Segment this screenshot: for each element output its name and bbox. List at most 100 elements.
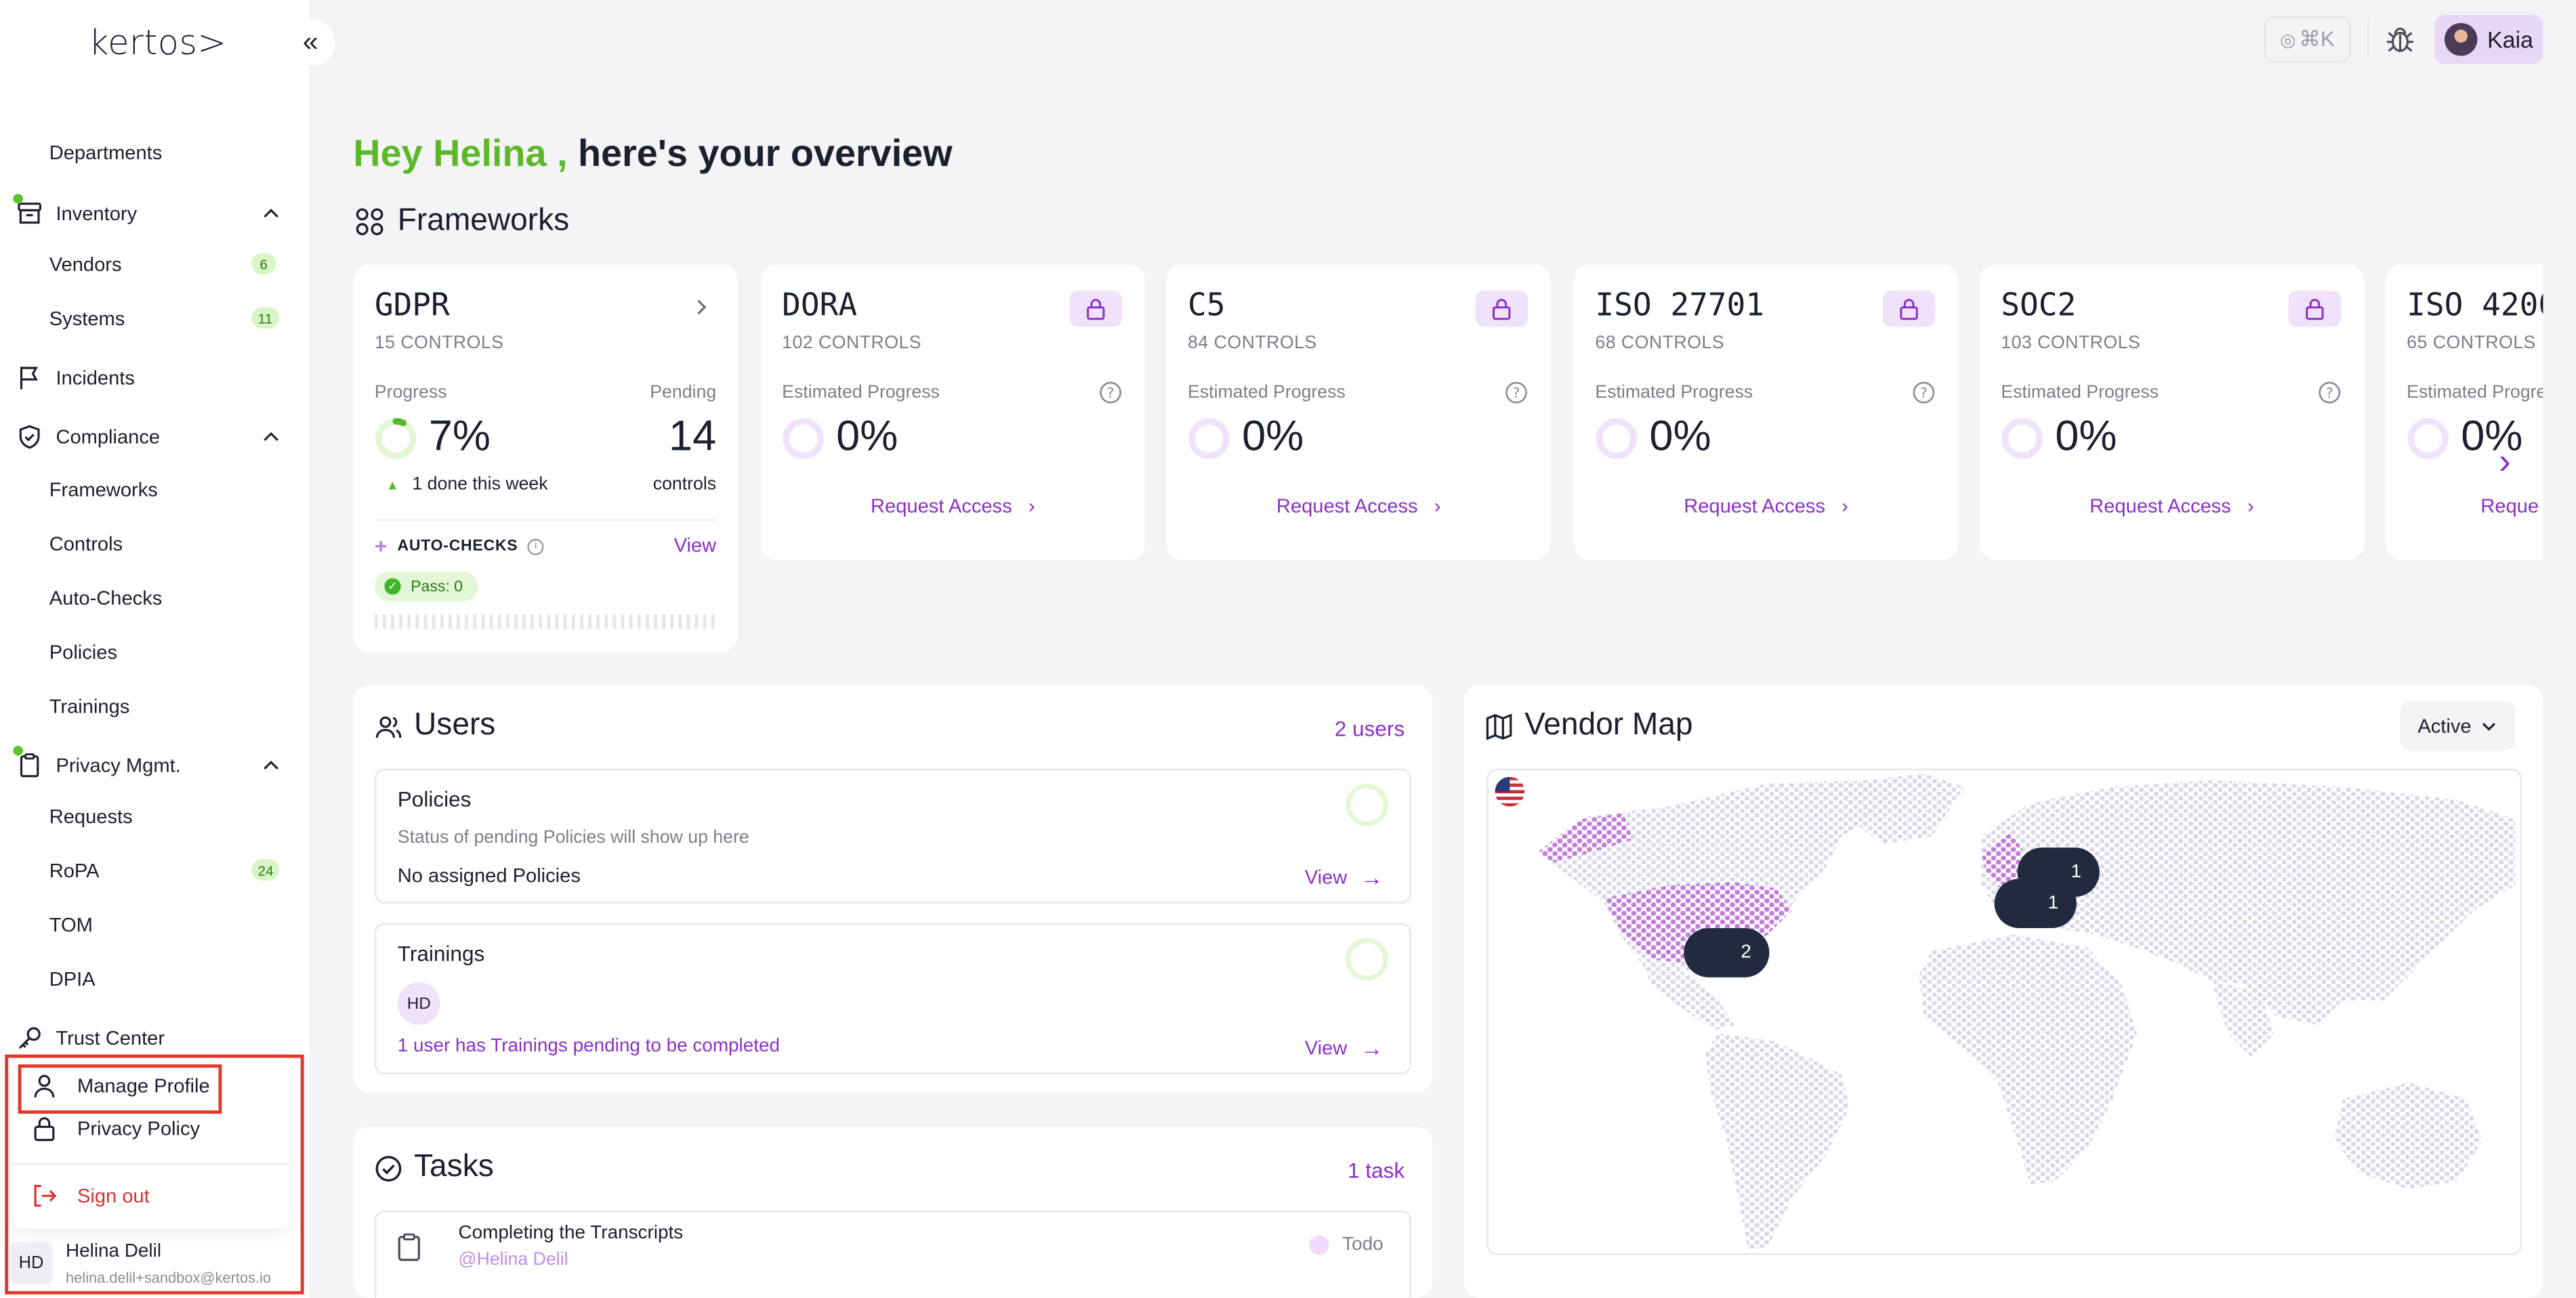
chevron-up-icon[interactable] — [262, 204, 281, 224]
framework-card-iso-42001[interactable]: ISO 4200 65 CONTROLS Estimated Progre 0%… — [2385, 264, 2543, 560]
framework-name: ISO 27701 — [1595, 287, 1765, 324]
request-access-link[interactable]: Request Access › — [1980, 495, 2364, 518]
framework-card-iso-27701[interactable]: ISO 27701 68 CONTROLS Estimated Progress… — [1573, 264, 1959, 560]
request-access-label: Request Access — [1684, 494, 1825, 518]
sidebar-item-tom[interactable]: TOM — [49, 913, 93, 937]
request-access-label: Request Access — [871, 494, 1012, 518]
sidebar-item-dpia[interactable]: DPIA — [49, 967, 96, 991]
sign-out-icon — [30, 1181, 60, 1211]
sidebar-item-departments[interactable]: Departments — [49, 141, 163, 165]
sidebar-item-systems[interactable]: Systems — [49, 307, 125, 331]
user-icon — [30, 1071, 60, 1101]
estimated-progress-label: Estimated Progress — [782, 382, 940, 403]
chevron-right-icon: › — [2247, 494, 2254, 518]
chevron-up-icon[interactable] — [262, 755, 281, 775]
vendors-count-badge: 6 — [251, 253, 276, 274]
vendor-status-dropdown[interactable]: Active — [2400, 701, 2516, 751]
auto-checks-view-link[interactable]: View — [673, 534, 717, 557]
kertos-logo[interactable]: kertos> — [88, 22, 227, 63]
sidebar-item-incidents[interactable]: Incidents — [16, 361, 135, 394]
bug-icon[interactable] — [2382, 22, 2418, 58]
sidebar-item-ropa[interactable]: RoPA — [49, 859, 100, 883]
notification-dot — [13, 745, 23, 756]
trainings-view-link[interactable]: View → — [1305, 1035, 1384, 1062]
users-count-link[interactable]: 2 users — [1334, 716, 1405, 741]
carousel-next-icon[interactable]: › — [2498, 440, 2511, 482]
help-icon[interactable]: ? — [1505, 381, 1528, 404]
greeting-rest: here's your overview — [567, 131, 953, 175]
sidebar-item-policies[interactable]: Policies — [49, 640, 118, 664]
help-icon[interactable]: ? — [1912, 381, 1935, 404]
lock-icon — [30, 1114, 60, 1144]
sidebar-item-trainings[interactable]: Trainings — [49, 694, 130, 718]
policies-box: Policies Status of pending Policies will… — [374, 768, 1411, 904]
gdpr-card[interactable]: GDPR 15 CONTROLS Progress Pending 7% 14 … — [353, 264, 738, 652]
task-row[interactable]: Completing the Transcripts @Helina Delil… — [374, 1211, 1411, 1298]
request-access-link[interactable]: Request Access › — [1167, 495, 1551, 518]
card-title-text: Users — [414, 708, 496, 742]
sidebar-item-auto-checks[interactable]: Auto-Checks — [49, 586, 163, 610]
manage-profile-item[interactable]: Manage Profile — [30, 1066, 210, 1106]
sidebar-item-compliance[interactable]: Compliance — [16, 421, 160, 453]
progress-ring — [1596, 418, 1638, 459]
ropa-count-badge: 24 — [251, 859, 281, 881]
sidebar-item-requests[interactable]: Requests — [49, 805, 133, 829]
user-card[interactable]: HD Helina Delil helina.delil+sandbox@ker… — [9, 1235, 299, 1291]
framework-card-c5[interactable]: C5 84 CONTROLS Estimated Progress ? 0% R… — [1166, 264, 1551, 560]
request-access-link[interactable]: Request Access › — [1574, 495, 1958, 518]
lock-button[interactable] — [2288, 291, 2342, 327]
topbar-divider — [2367, 20, 2369, 60]
lock-button[interactable] — [1069, 291, 1123, 327]
request-access-link[interactable]: Request Access › — [761, 495, 1145, 518]
check-circle-icon: ✓ — [384, 578, 401, 595]
trainings-pending-link[interactable]: 1 user has Trainings pending to be compl… — [397, 1036, 781, 1057]
map-cluster-marker[interactable]: 2 — [1684, 927, 1770, 978]
sidebar-item-frameworks[interactable]: Frameworks — [49, 478, 158, 501]
sidebar-item-label: Privacy Mgmt. — [56, 753, 181, 777]
sidebar-item-controls[interactable]: Controls — [49, 532, 123, 556]
users-icon — [375, 715, 402, 737]
users-heading: Users — [375, 708, 496, 744]
chevron-right-icon: › — [1434, 494, 1441, 518]
task-assignee[interactable]: @Helina Delil — [458, 1250, 568, 1270]
sidebar: kertos> Departments Inventory Vendors 6 … — [0, 0, 309, 1298]
chevron-up-icon[interactable] — [262, 427, 281, 446]
clipboard-icon — [398, 1233, 420, 1261]
task-status[interactable]: Todo — [1309, 1235, 1384, 1255]
info-icon[interactable]: i — [527, 538, 545, 555]
auto-checks-label: AUTO-CHECKS — [397, 537, 518, 556]
triangle-up-icon: ▲ — [386, 477, 400, 493]
sidebar-item-vendors[interactable]: Vendors — [49, 253, 122, 276]
tasks-count-link[interactable]: 1 task — [1348, 1158, 1405, 1183]
arrow-right-icon: → — [1360, 864, 1384, 891]
help-icon[interactable]: ? — [2318, 381, 2341, 404]
map-cluster-marker[interactable]: 1 — [1994, 879, 2077, 928]
sidebar-item-trust-center[interactable]: Trust Center — [16, 1022, 165, 1054]
collapse-sidebar-button[interactable]: « — [285, 20, 335, 66]
user-avatar: HD — [397, 982, 440, 1026]
framework-controls-count: 15 CONTROLS — [374, 333, 504, 354]
map-icon — [1486, 713, 1512, 740]
lock-button[interactable] — [1475, 291, 1528, 327]
profile-switcher[interactable]: Kaia — [2434, 14, 2543, 64]
sidebar-item-privacy[interactable]: Privacy Mgmt. — [13, 745, 181, 782]
sidebar-item-label: Trust Center — [56, 1026, 165, 1050]
sign-out-item[interactable]: Sign out — [30, 1176, 150, 1215]
help-icon[interactable]: ? — [1099, 381, 1122, 404]
chevron-right-icon[interactable] — [692, 297, 711, 317]
framework-card-dora[interactable]: DORA 102 CONTROLS Estimated Progress ? 0… — [760, 264, 1146, 560]
sidebar-item-inventory[interactable]: Inventory — [13, 194, 137, 230]
command-palette-button[interactable]: ◎ ⌘K — [2264, 16, 2351, 63]
policies-view-link[interactable]: View → — [1305, 864, 1384, 890]
us-flag-icon — [1495, 776, 1525, 807]
progress-value: 7% — [428, 411, 491, 460]
card-divider — [374, 519, 717, 521]
pass-badge: ✓ Pass: 0 — [374, 571, 478, 602]
request-access-link[interactable]: Reque — [2480, 494, 2539, 518]
framework-card-soc2[interactable]: SOC2 103 CONTROLS Estimated Progress ? 0… — [1979, 264, 2365, 560]
framework-controls-count: 102 CONTROLS — [782, 333, 922, 354]
sidebar-item-label: Incidents — [56, 366, 135, 390]
world-map[interactable]: 1 1 2 — [1487, 768, 2522, 1255]
lock-button[interactable] — [1882, 291, 1936, 327]
privacy-policy-item[interactable]: Privacy Policy — [30, 1109, 200, 1148]
